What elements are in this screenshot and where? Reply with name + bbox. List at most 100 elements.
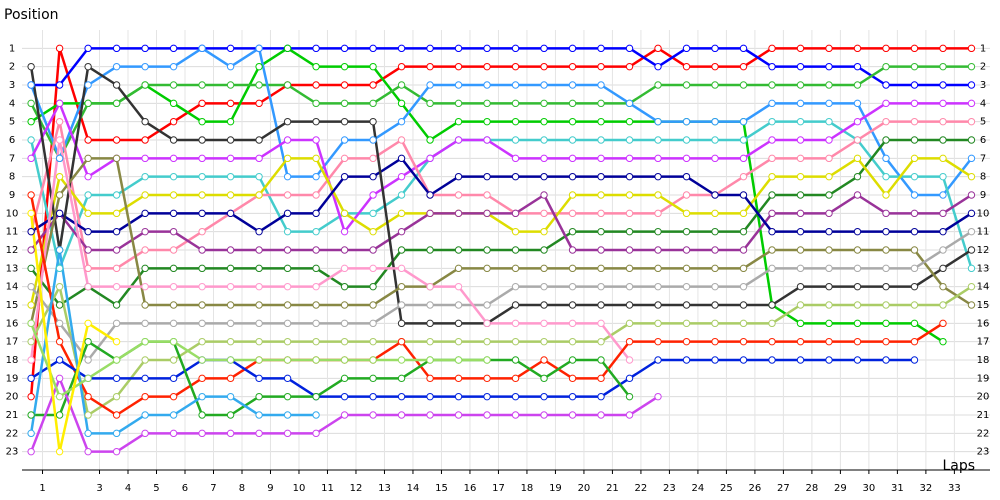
point: [540, 81, 548, 89]
point: [568, 392, 577, 401]
point: [711, 62, 719, 71]
x-tick-label: 4: [125, 483, 131, 494]
point: [796, 209, 805, 218]
point: [568, 172, 577, 181]
point: [27, 227, 35, 236]
point: [825, 172, 833, 181]
point: [540, 209, 548, 218]
point: [55, 319, 64, 328]
point: [84, 172, 92, 181]
point: [682, 227, 691, 236]
point: [597, 81, 605, 89]
point: [340, 44, 349, 53]
point: [27, 81, 35, 89]
x-tick-label: 29: [834, 483, 847, 494]
point: [141, 44, 149, 53]
point: [625, 392, 634, 401]
point: [597, 62, 605, 71]
point: [568, 411, 577, 419]
point: [939, 319, 947, 328]
point: [255, 62, 263, 71]
point: [141, 337, 149, 346]
point: [84, 99, 92, 108]
point: [369, 44, 377, 53]
point: [939, 99, 947, 108]
point: [397, 392, 406, 401]
point: [796, 337, 805, 346]
point: [141, 209, 149, 218]
point: [768, 172, 776, 181]
point: [283, 264, 292, 273]
x-tick-label: 27: [777, 483, 790, 494]
grid: [22, 30, 990, 474]
point: [169, 191, 178, 199]
point: [483, 374, 491, 383]
y-tick-label: 10: [6, 208, 19, 219]
x-tick-label: 19: [549, 483, 562, 494]
point: [226, 282, 235, 291]
point: [711, 246, 719, 254]
point: [483, 44, 491, 53]
point: [426, 99, 434, 108]
point: [768, 319, 776, 328]
point: [397, 301, 406, 309]
y-tick-label: 19: [6, 373, 19, 384]
point: [112, 246, 121, 254]
x-tick-label: 11: [321, 483, 334, 494]
point: [853, 81, 862, 89]
point: [967, 136, 976, 144]
point: [483, 136, 491, 144]
point: [141, 227, 149, 236]
point: [369, 209, 377, 218]
point: [112, 282, 121, 291]
point: [84, 319, 92, 328]
point: [283, 227, 292, 236]
point: [939, 117, 947, 126]
point: [312, 62, 320, 71]
point: [369, 246, 377, 254]
y-tick-label: 15: [6, 300, 19, 311]
point: [853, 356, 862, 364]
point: [597, 191, 605, 199]
point: [654, 282, 662, 291]
point: [112, 227, 121, 236]
point: [540, 301, 548, 309]
point: [340, 392, 349, 401]
point: [426, 62, 434, 71]
point: [426, 191, 434, 199]
point: [910, 44, 919, 53]
point: [711, 154, 719, 163]
y-tick-label: 2: [9, 62, 15, 73]
point: [768, 337, 776, 346]
point: [882, 319, 890, 328]
point: [682, 319, 691, 328]
point: [426, 301, 434, 309]
point: [426, 136, 434, 144]
point: [312, 117, 320, 126]
point: [853, 44, 862, 53]
point: [939, 337, 947, 346]
point: [454, 44, 463, 53]
point: [654, 44, 662, 53]
point: [340, 117, 349, 126]
point: [739, 282, 748, 291]
point: [226, 117, 235, 126]
point: [967, 191, 976, 199]
point: [369, 356, 377, 364]
point: [654, 264, 662, 273]
point: [312, 81, 320, 89]
point: [654, 191, 662, 199]
point: [84, 44, 92, 53]
point: [426, 411, 434, 419]
point: [198, 319, 206, 328]
point: [397, 172, 406, 181]
y-tick-label-right: 18: [977, 355, 990, 366]
point: [312, 227, 320, 236]
point: [568, 154, 577, 163]
point: [796, 44, 805, 53]
point: [739, 136, 748, 144]
point: [169, 117, 178, 126]
series-line: [29, 157, 973, 306]
point: [141, 411, 149, 419]
point: [27, 264, 35, 273]
